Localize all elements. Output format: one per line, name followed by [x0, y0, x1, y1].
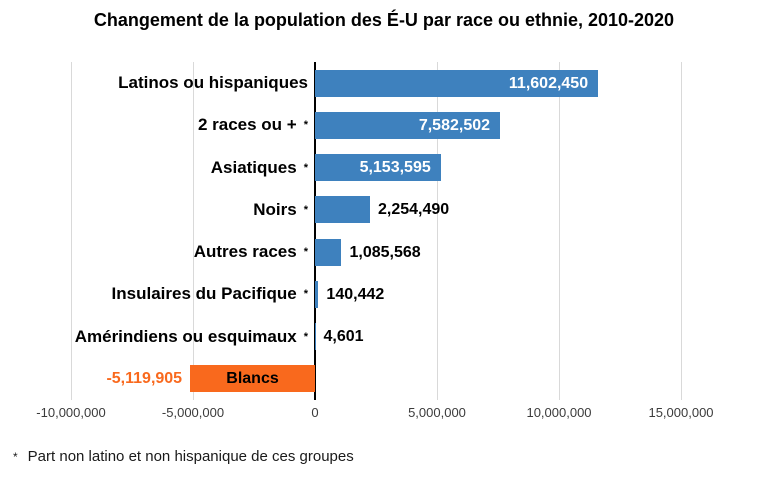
- asterisk-marker: *: [303, 330, 308, 343]
- category-name: Asiatiques: [210, 157, 297, 177]
- footnote-text: Part non latino et non hispanique de ces…: [27, 448, 354, 465]
- category-label: Blancs: [226, 370, 279, 388]
- chart-title: Changement de la population des É-U par …: [93, 10, 675, 30]
- bar-5: [315, 238, 342, 266]
- category-label: 2 races ou + *: [198, 104, 308, 146]
- x-tick-label: -5,000,000: [161, 405, 225, 420]
- asterisk-marker: *: [303, 161, 308, 174]
- footnote: * Part non latino et non hispanique de c…: [13, 448, 354, 465]
- zero-axis-line: [314, 62, 316, 400]
- value-label: 5,153,595: [359, 159, 431, 177]
- x-tick-label: 0: [311, 405, 319, 420]
- plot-area: Latinos ou hispaniques 11,602,450 2 races …: [71, 62, 682, 400]
- bar-1: [315, 69, 599, 97]
- category-name: Latinos ou hispaniques: [118, 73, 308, 93]
- value-label: -5,119,905: [106, 370, 183, 388]
- bar-4: [315, 196, 370, 224]
- bar-3: [315, 154, 441, 182]
- value-label: 140,442: [326, 285, 385, 303]
- bar-6: [315, 280, 319, 308]
- value-label: 11,602,450: [508, 74, 589, 92]
- category-label: Autres races *: [194, 231, 308, 273]
- bar-7: [315, 323, 316, 351]
- x-tick-label: 5,000,000: [408, 405, 466, 420]
- category-name: Insulaires du Pacifique: [111, 284, 297, 304]
- category-name: Noirs: [253, 199, 297, 219]
- x-tick-label: -10,000,000: [36, 405, 106, 420]
- bar-2: [315, 111, 500, 139]
- gridline: [193, 62, 194, 400]
- gridline: [437, 62, 438, 400]
- footnote-asterisk: *: [13, 449, 18, 464]
- x-tick-label: 15,000,000: [648, 405, 714, 420]
- gridline: [71, 62, 72, 400]
- asterisk-marker: *: [303, 119, 308, 132]
- category-label: Insulaires du Pacifique *: [112, 273, 308, 315]
- value-label: 4,601: [323, 328, 364, 346]
- category-label: Latinos ou hispaniques: [118, 62, 308, 104]
- gridline: [559, 62, 560, 400]
- category-name: Amérindiens ou esquimaux: [74, 326, 297, 346]
- asterisk-marker: *: [303, 203, 308, 216]
- value-label: 7,582,502: [418, 116, 491, 134]
- category-label: Noirs *: [253, 189, 308, 231]
- asterisk-marker: *: [303, 246, 308, 259]
- x-tick-label: 10,000,000: [526, 405, 592, 420]
- x-axis: -10,000,000 -5,000,000 0 5,000,000 10,000,00…: [36, 405, 713, 425]
- value-label: 1,085,568: [349, 243, 421, 261]
- category-label: Asiatiques *: [211, 147, 308, 189]
- asterisk-marker: *: [303, 288, 308, 301]
- category-name: 2 races ou +: [197, 115, 297, 135]
- category-name: Autres races: [193, 242, 297, 262]
- category-label: Amérindiens ou esquimaux *: [75, 316, 308, 358]
- value-label: 2,254,490: [378, 201, 450, 219]
- bar-8: [190, 365, 315, 393]
- gridline: [681, 62, 682, 400]
